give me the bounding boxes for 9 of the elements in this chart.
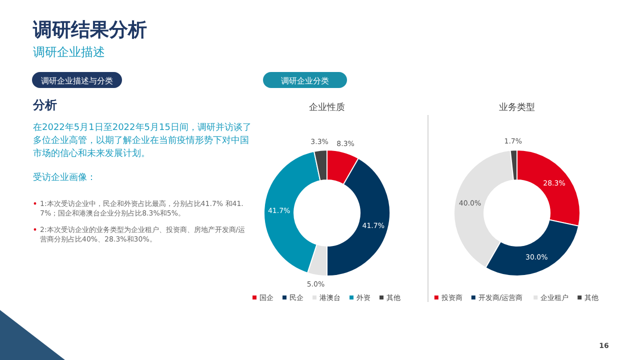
- chart-title: 业务类型: [499, 102, 535, 113]
- chart-title: 企业性质: [309, 102, 345, 113]
- text: 调研结果分析: [32, 19, 147, 41]
- text: 调研企业分类: [281, 76, 329, 86]
- text: 受访企业画像：: [33, 172, 96, 183]
- text: 调研企业描述与分类: [41, 76, 113, 86]
- text: 调研企业描述: [33, 45, 105, 59]
- text: 在2022年5月1日至2022年5月15日间，调研并访谈了多位企业高管，以期了解企业在当前疫情形势下对中国市场的信心和未来发展计划。: [33, 122, 252, 159]
- text: 分析: [32, 98, 57, 112]
